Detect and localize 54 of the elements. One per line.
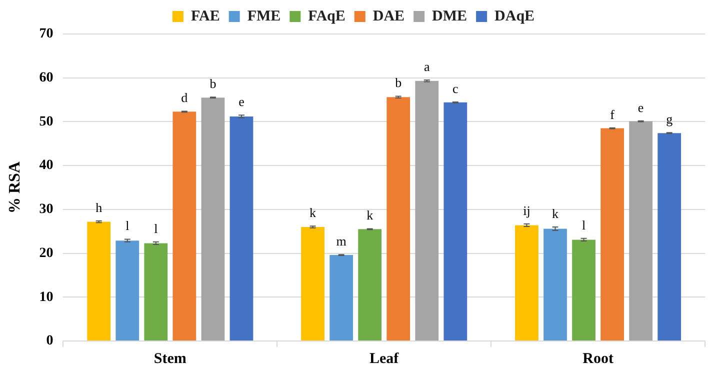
data-label: ij [523,202,530,218]
legend-label: DAE [372,8,405,24]
data-label: f [610,106,616,122]
bar [87,222,111,340]
legend-label: FME [247,8,281,24]
x-tick-label: Stem [154,350,187,367]
data-label: g [666,112,674,127]
y-tick-label: 30 [39,202,54,218]
data-label: m [336,234,346,249]
bar [444,102,468,340]
bar [201,98,225,340]
data-label: l [582,217,586,232]
data-label: d [181,90,188,106]
data-label: l [126,218,130,234]
x-tick-label: Root [582,350,614,367]
data-label: c [452,80,459,96]
y-tick-label: 40 [39,158,54,174]
bar [572,240,596,340]
bar [358,229,382,340]
bar [144,243,168,340]
bar [172,112,196,340]
data-label: a [424,58,430,74]
bar [629,121,653,340]
bar [658,133,682,340]
bar [116,240,140,340]
y-tick-label: 20 [39,246,54,261]
data-label: b [395,75,402,90]
bar [544,228,567,340]
legend-label: FAqE [308,8,346,24]
legend-label: FAE [190,8,220,24]
data-label: b [210,76,216,92]
bar [301,226,324,340]
bar [386,97,410,340]
y-tick-label: 70 [39,26,54,42]
y-tick-label: 50 [39,114,54,130]
bar [330,255,354,340]
y-tick-label: 10 [39,290,54,305]
legend-label: DAqE [494,8,535,24]
data-label: k [310,205,317,220]
y-tick-label: 60 [39,70,54,86]
legend-label: DME [432,8,468,24]
bar [230,116,254,340]
bar [415,80,439,340]
data-label: k [366,208,374,223]
data-label: k [552,206,559,221]
data-label: e [238,94,245,110]
data-label: e [638,100,644,115]
x-tick-label: Leaf [370,350,400,367]
y-axis-title: % RSA [6,161,24,214]
bar [515,225,538,340]
bar [600,128,624,340]
y-tick-label: 0 [46,334,54,349]
data-label: h [96,200,103,215]
data-label: l [154,220,158,236]
